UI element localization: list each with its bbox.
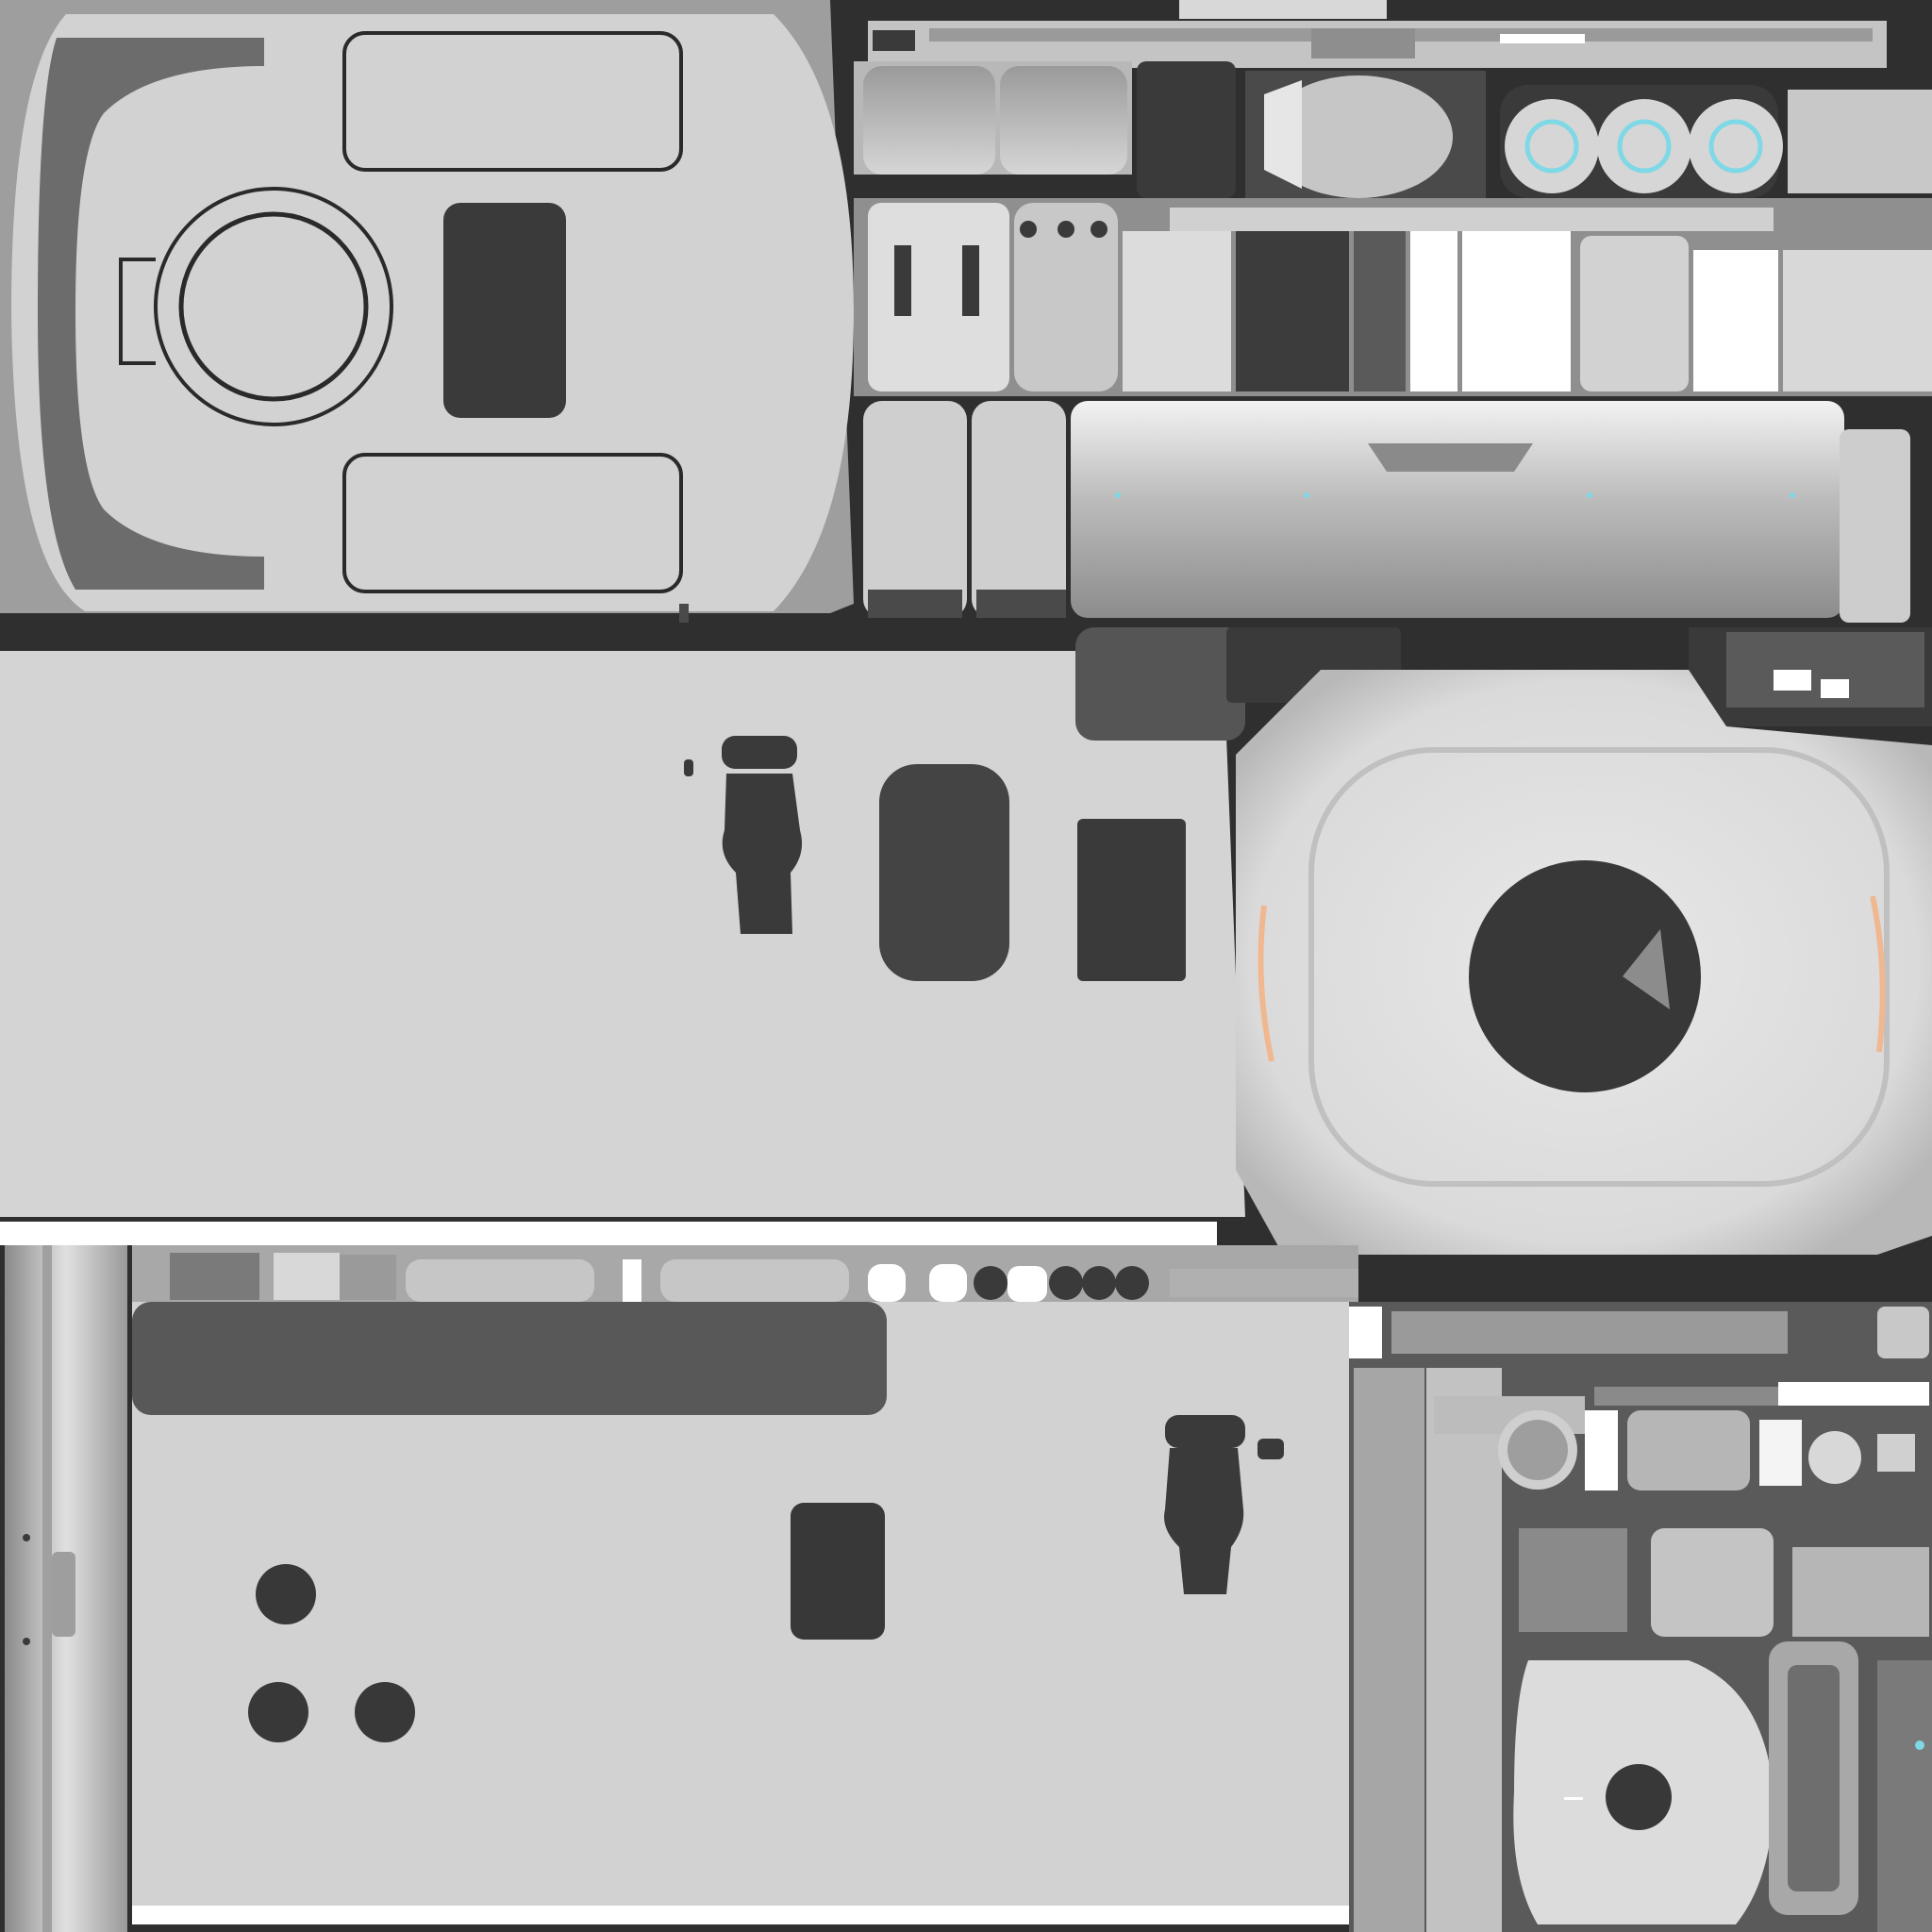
rounded-hull-top	[0, 0, 854, 613]
top-bracket-strip	[868, 0, 1887, 68]
round-light	[1505, 99, 1599, 193]
round-hatch-small	[1513, 1641, 1932, 1932]
round-light	[1689, 99, 1783, 193]
long-tube	[863, 401, 1910, 623]
chair-shadow	[679, 604, 803, 934]
lower-parts-strip	[132, 1245, 1358, 1302]
pill-lights	[1500, 85, 1932, 198]
round-light	[1597, 99, 1691, 193]
floor-panel-large	[0, 604, 1401, 1245]
vertical-rail	[5, 1245, 127, 1932]
seat-strip	[854, 61, 1486, 203]
chair-shadow	[1164, 1415, 1284, 1594]
round-hatch-panel	[1236, 627, 1932, 1255]
floor-panel-lower	[132, 1302, 1349, 1924]
component-blocks	[854, 198, 1932, 396]
